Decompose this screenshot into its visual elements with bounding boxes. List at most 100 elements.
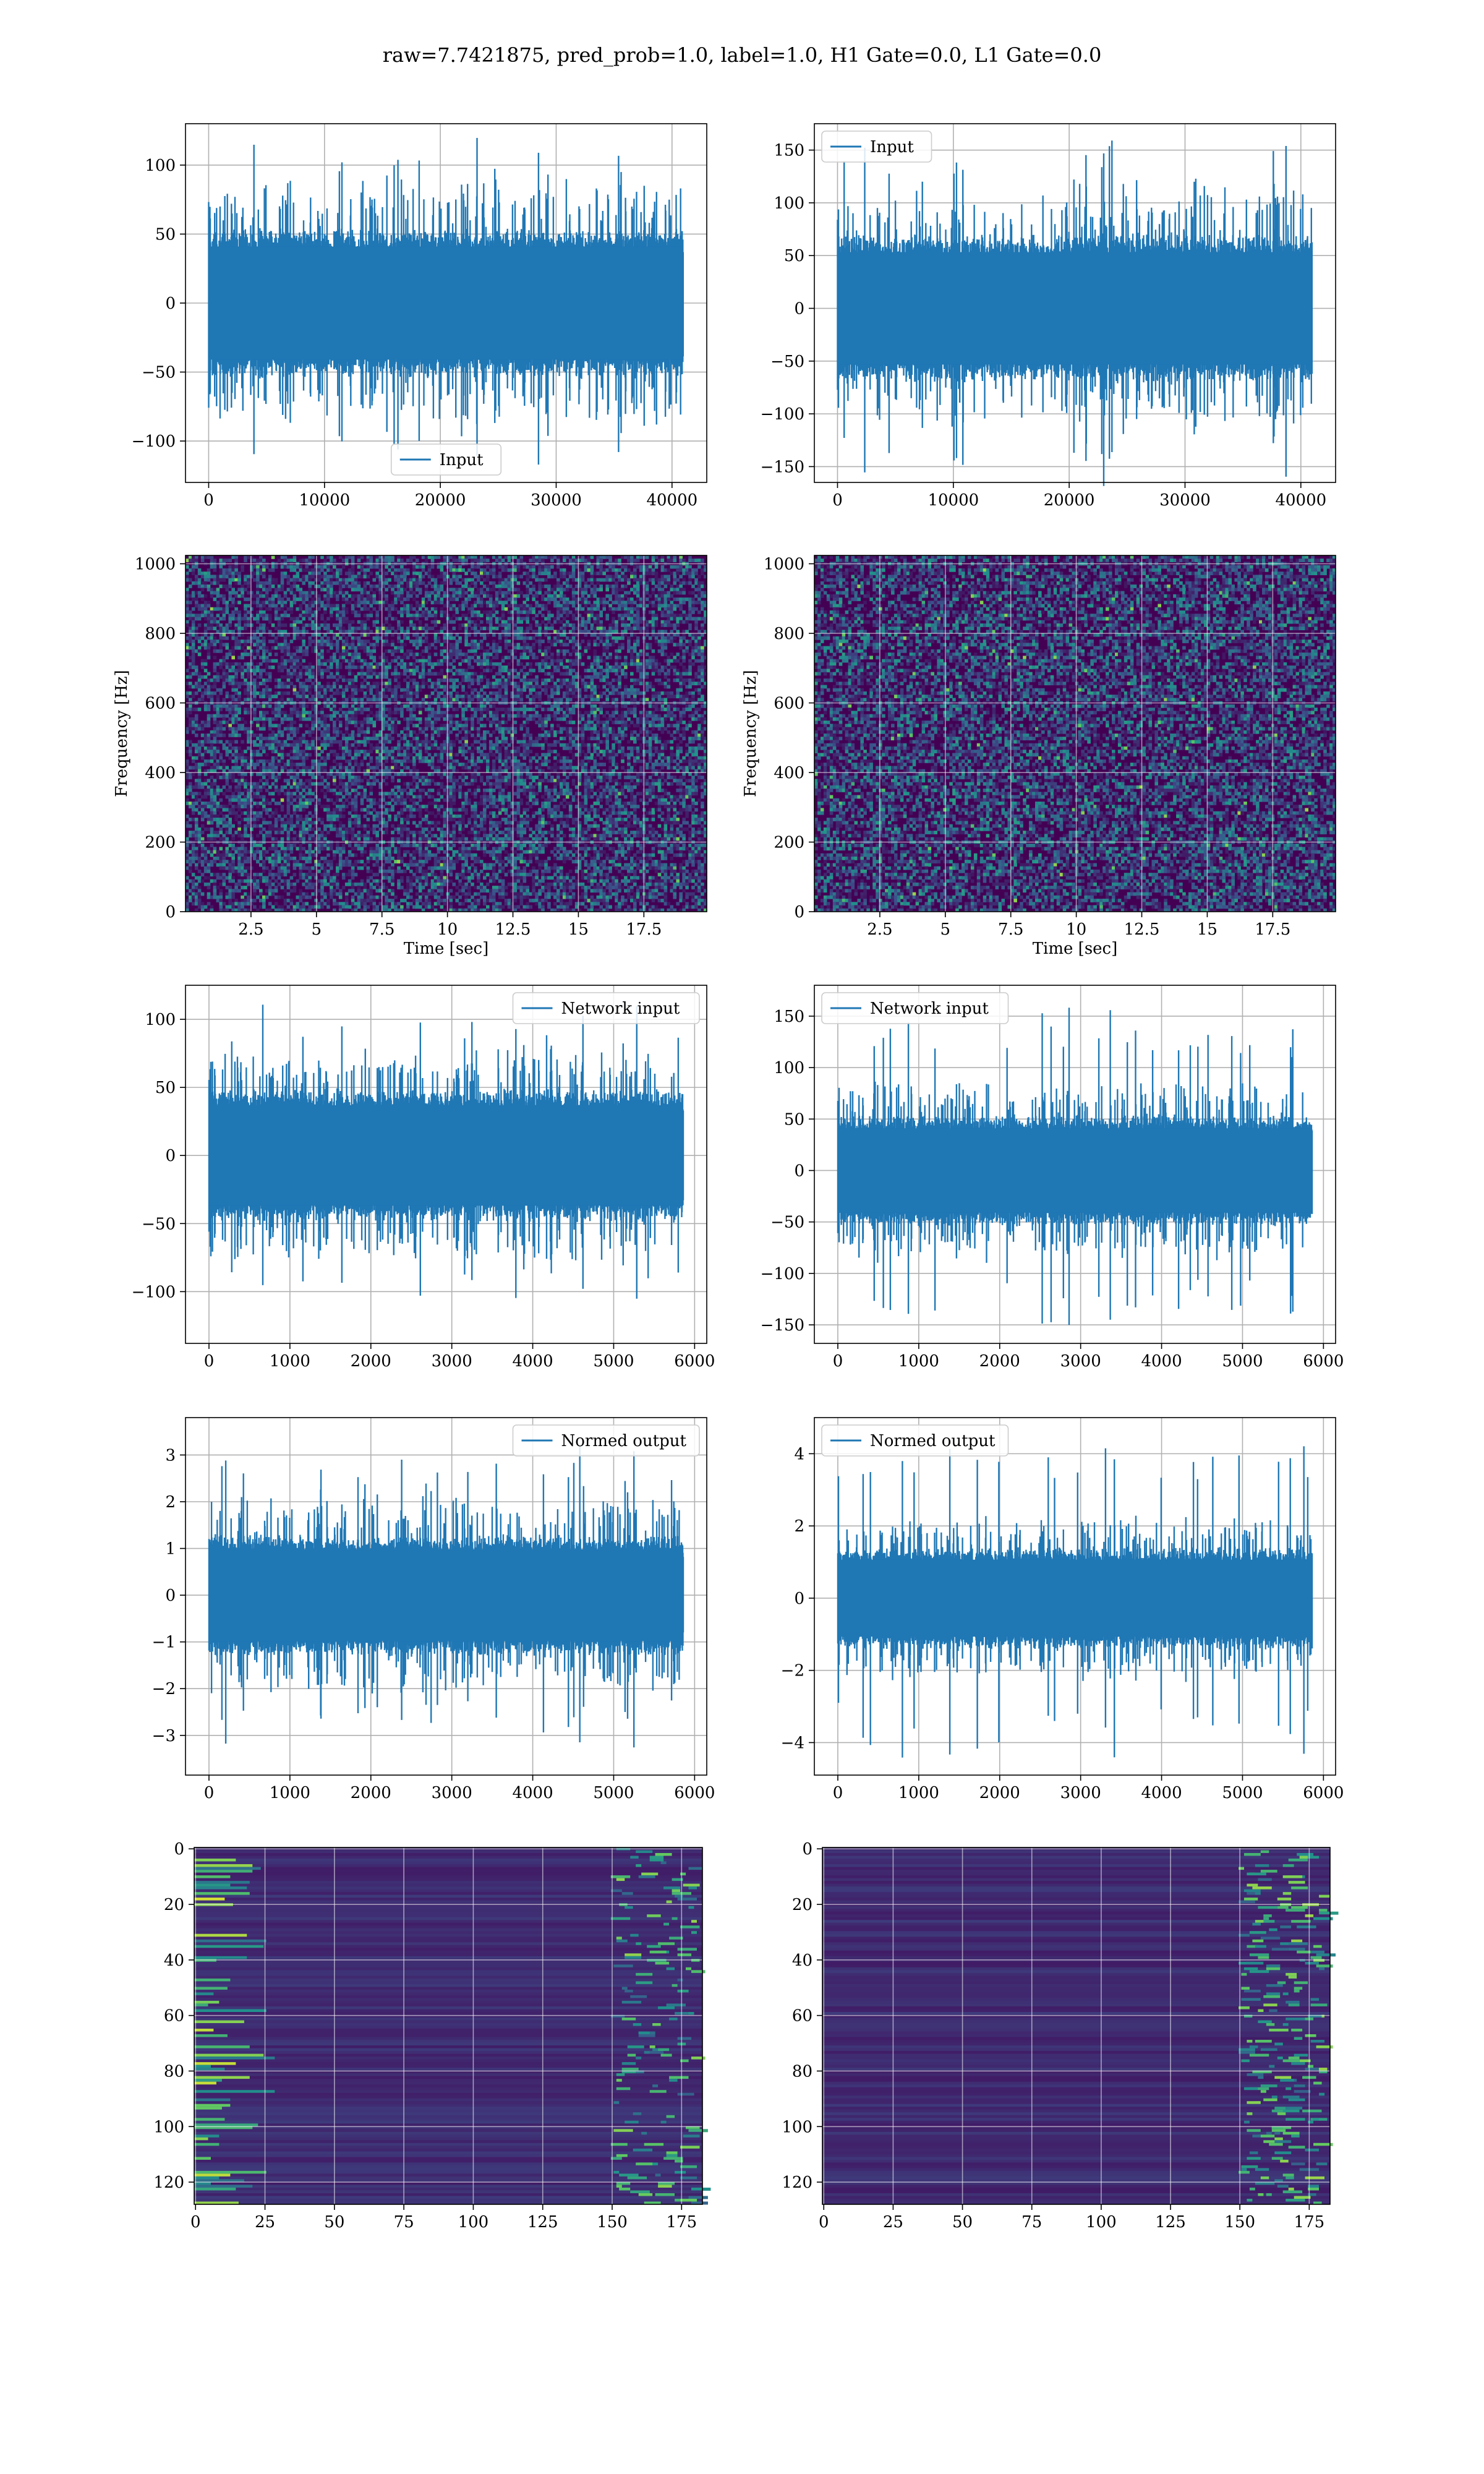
spectrogram-cell	[688, 685, 692, 689]
spectrogram-cell	[544, 623, 548, 627]
spectrogram-cell	[526, 708, 529, 711]
spectrogram-cell	[292, 581, 297, 585]
spectrogram-cell	[406, 559, 410, 562]
spectrogram-cell	[360, 588, 364, 592]
spectrogram-cell	[397, 682, 401, 685]
spectrogram-cell	[685, 617, 689, 621]
spectrogram-cell	[351, 685, 355, 689]
spectrogram-cell	[461, 588, 465, 592]
spectrogram-cell	[535, 678, 539, 682]
spectrogram-cell	[615, 584, 618, 588]
spectrogram-cell	[256, 617, 260, 621]
spectrogram-cell	[225, 678, 229, 682]
spectrogram-cell	[477, 656, 480, 660]
spectrogram-cell	[421, 555, 425, 559]
spectrogram-cell	[406, 636, 410, 640]
spectrogram-cell	[400, 659, 404, 663]
spectrogram-cell	[562, 682, 566, 685]
spectrogram-cell	[317, 688, 321, 692]
spectrogram-cell	[449, 565, 453, 569]
spectrogram-cell	[571, 646, 576, 650]
spectrogram-cell	[486, 571, 490, 575]
spectrogram-cell	[697, 581, 701, 585]
spectrogram-cell	[397, 623, 401, 627]
spectrogram-cell	[568, 691, 573, 695]
spectrogram-cell	[231, 695, 235, 698]
spectrogram-cell	[633, 646, 637, 650]
spectrogram-cell	[507, 591, 511, 595]
spectrogram-cell	[302, 581, 305, 585]
spectrogram-cell	[464, 704, 468, 708]
spectrogram-cell	[547, 555, 551, 559]
spectrogram-cell	[608, 666, 612, 669]
spectrogram-cell	[691, 597, 695, 601]
spectrogram-cell	[406, 708, 410, 711]
spectrogram-cell	[292, 704, 297, 708]
spectrogram-cell	[522, 610, 527, 614]
spectrogram-cell	[630, 607, 634, 611]
spectrogram-cell	[216, 695, 220, 698]
spectrogram-cell	[253, 636, 257, 640]
spectrogram-cell	[274, 627, 278, 630]
spectrogram-cell	[338, 685, 343, 689]
spectrogram-cell	[630, 604, 634, 608]
spectrogram-cell	[385, 682, 388, 685]
spectrogram-cell	[277, 584, 281, 588]
spectrogram-cell	[615, 659, 618, 663]
spectrogram-cell	[253, 643, 257, 647]
spectrogram-cell	[200, 588, 205, 592]
spectrogram-cell	[378, 597, 382, 601]
spectrogram-cell	[498, 640, 502, 643]
spectrogram-cell	[571, 601, 576, 605]
spectrogram-cell	[228, 559, 232, 562]
spectrogram-cell	[338, 581, 343, 585]
spectrogram-cell	[522, 656, 527, 660]
spectrogram-cell	[461, 678, 465, 682]
spectrogram-cell	[237, 656, 241, 660]
spectrogram-cell	[341, 704, 346, 708]
spectrogram-cell	[430, 685, 435, 689]
spectrogram-cell	[341, 591, 346, 595]
spectrogram-cell	[621, 623, 625, 627]
spectrogram-cell	[216, 688, 220, 692]
spectrogram-cell	[495, 627, 499, 630]
spectrogram-cell	[397, 640, 401, 643]
spectrogram-cell	[207, 646, 211, 650]
spectrogram-cell	[504, 565, 508, 569]
spectrogram-cell	[663, 659, 668, 663]
spectrogram-cell	[560, 649, 563, 653]
spectrogram-cell	[280, 656, 284, 660]
spectrogram-cell	[424, 559, 429, 562]
spectrogram-cell	[440, 588, 444, 592]
spectrogram-cell	[701, 695, 704, 698]
spectrogram-cell	[565, 649, 569, 653]
spectrogram-cell	[437, 555, 441, 559]
spectrogram-cell	[624, 627, 628, 630]
spectrogram-cell	[259, 604, 263, 608]
spectrogram-cell	[612, 636, 615, 640]
spectrogram-cell	[593, 656, 597, 660]
spectrogram-cell	[200, 685, 205, 689]
spectrogram-cell	[317, 601, 321, 605]
spectrogram-cell	[480, 685, 484, 689]
spectrogram-cell	[584, 588, 588, 592]
spectrogram-cell	[556, 636, 560, 640]
spectrogram-cell	[247, 610, 250, 614]
spectrogram-cell	[651, 601, 655, 605]
spectrogram-cell	[363, 678, 367, 682]
spectrogram-cell	[341, 610, 346, 614]
spectrogram-cell	[556, 656, 560, 660]
spectrogram-cell	[363, 571, 367, 575]
spectrogram-cell	[547, 636, 551, 640]
spectrogram-cell	[599, 555, 603, 559]
spectrogram-cell	[507, 682, 511, 685]
spectrogram-cell	[430, 575, 435, 579]
spectrogram-cell	[483, 636, 487, 640]
spectrogram-cell	[391, 559, 394, 562]
spectrogram-cell	[231, 633, 235, 637]
spectrogram-cell	[704, 672, 707, 676]
spectrogram-cell	[421, 575, 425, 579]
spectrogram-cell	[292, 565, 297, 569]
spectrogram-cell	[203, 623, 208, 627]
spectrogram-cell	[547, 685, 551, 689]
